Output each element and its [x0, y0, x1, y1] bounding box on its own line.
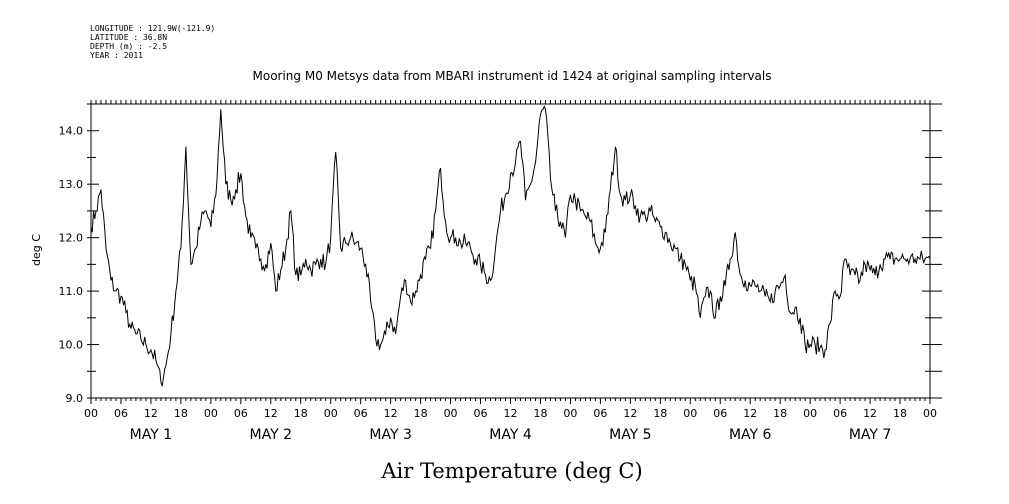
y-tick-label: 10.0 — [59, 339, 84, 352]
x-tick-label: 06 — [354, 407, 368, 420]
latitude-text: LATITUDE : 36.8N — [90, 33, 167, 42]
x-tick-label: 12 — [743, 407, 757, 420]
x-tick-label: 06 — [713, 407, 727, 420]
x-tick-label: 00 — [324, 407, 338, 420]
header-info-block: LONGITUDE : 121.9W(-121.9) LATITUDE : 36… — [90, 24, 215, 60]
x-tick-label: 18 — [893, 407, 907, 420]
x-tick-label: 06 — [833, 407, 847, 420]
series-line — [90, 105, 931, 387]
day-label: MAY 2 — [250, 427, 292, 443]
day-label: MAY 3 — [369, 427, 411, 443]
longitude-text: LONGITUDE : 121.9W(-121.9) — [90, 24, 215, 33]
day-label: MAY 6 — [729, 427, 772, 443]
day-label: MAY 4 — [489, 427, 532, 443]
chart-title: Mooring M0 Metsys data from MBARI instru… — [253, 69, 772, 83]
y-axis-label: deg C — [30, 234, 43, 266]
x-tick-label: 06 — [114, 407, 128, 420]
x-tick-label: 12 — [264, 407, 278, 420]
x-tick-label: 12 — [863, 407, 877, 420]
x-tick-label: 00 — [563, 407, 577, 420]
x-tick-label: 00 — [84, 407, 98, 420]
x-tick-label: 18 — [414, 407, 428, 420]
x-tick-label: 06 — [593, 407, 607, 420]
x-axis-title: Air Temperature (deg C) — [380, 459, 642, 483]
x-tick-label: 18 — [174, 407, 188, 420]
y-tick-label: 12.0 — [59, 232, 84, 245]
day-labels: MAY 1 MAY 2 MAY 3 MAY 4 MAY 5 MAY 6 MAY 7 — [130, 427, 892, 443]
x-tick-label: 00 — [683, 407, 697, 420]
x-tick-label: 06 — [474, 407, 488, 420]
y-tick-label: 14.0 — [59, 125, 84, 138]
x-tick-label: 18 — [773, 407, 787, 420]
x-axis: 00 06 12 18 00 06 12 18 00 06 12 18 00 06 12 18 00 06 12 18… — [84, 398, 937, 420]
day-label: MAY 7 — [849, 427, 891, 443]
day-label: MAY 5 — [609, 427, 651, 443]
y-tick-label: 9.0 — [66, 392, 84, 405]
x-tick-label: 00 — [444, 407, 458, 420]
day-label: MAY 1 — [130, 427, 172, 443]
data-series — [90, 105, 931, 387]
x-tick-label: 00 — [204, 407, 218, 420]
top-minor-ticks — [90, 100, 931, 104]
y-axis: 9.0 10.0 11.0 12.0 13.0 14.0 — [59, 103, 942, 405]
x-tick-label: 18 — [294, 407, 308, 420]
x-tick-label: 12 — [623, 407, 637, 420]
x-tick-label: 18 — [533, 407, 547, 420]
x-tick-label: 12 — [384, 407, 398, 420]
x-tick-label: 00 — [803, 407, 817, 420]
plot-frame — [90, 103, 931, 399]
y-tick-label: 11.0 — [59, 285, 84, 298]
x-tick-label: 00 — [923, 407, 937, 420]
x-tick-label: 12 — [504, 407, 518, 420]
x-tick-label: 18 — [653, 407, 667, 420]
depth-text: DEPTH (m) : -2.5 — [90, 42, 167, 51]
x-tick-label: 12 — [144, 407, 158, 420]
x-tick-label: 06 — [234, 407, 248, 420]
y-tick-label: 13.0 — [59, 178, 84, 191]
year-text: YEAR : 2011 — [90, 51, 143, 60]
